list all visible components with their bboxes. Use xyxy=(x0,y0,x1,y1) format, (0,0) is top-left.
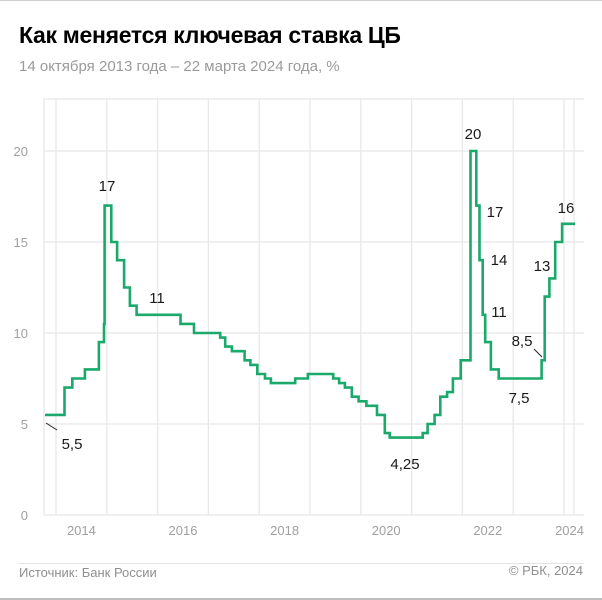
x-tick-label: 2018 xyxy=(270,523,299,538)
footer-divider xyxy=(19,563,584,564)
leader-line-8-5 xyxy=(533,348,543,358)
x-tick-label: 2024 xyxy=(555,523,584,538)
x-tick-label: 2014 xyxy=(67,523,96,538)
top-border xyxy=(0,0,602,1)
key-rate-line xyxy=(45,149,576,439)
label-4-25: 4,25 xyxy=(390,456,419,473)
label-20: 20 xyxy=(465,126,482,143)
bottom-border xyxy=(0,598,602,600)
y-tick-label: 5 xyxy=(21,417,28,432)
y-tick-label: 0 xyxy=(21,508,28,523)
label-16: 16 xyxy=(558,200,575,217)
label-17-2014: 17 xyxy=(99,178,116,195)
label-11-2022: 11 xyxy=(491,304,507,321)
x-tick-label: 2016 xyxy=(169,523,198,538)
y-tick-label: 15 xyxy=(14,235,28,250)
label-17-2022: 17 xyxy=(487,204,504,221)
label-14: 14 xyxy=(491,252,508,269)
label-11-2015: 11 xyxy=(149,290,165,307)
y-axis-ticks: 0 5 10 15 20 xyxy=(14,144,28,523)
label-13: 13 xyxy=(534,258,551,275)
copyright: © РБК, 2024 xyxy=(508,563,583,578)
chart-subtitle: 14 октября 2013 года – 22 марта 2024 год… xyxy=(19,58,340,75)
leader-line-5-5 xyxy=(45,422,58,431)
label-5-5: 5,5 xyxy=(62,436,83,453)
x-tick-label: 2020 xyxy=(372,523,401,538)
chart-title: Как меняется ключевая ставка ЦБ xyxy=(19,22,401,48)
y-tick-label: 20 xyxy=(14,144,28,159)
x-axis-ticks: 2014 2016 2018 2020 2022 2024 xyxy=(67,523,584,538)
label-8-5: 8,5 xyxy=(512,333,533,350)
source-note: Источник: Банк России xyxy=(19,565,157,580)
grid xyxy=(43,98,584,516)
annotations: 5,5 17 11 4,25 20 17 14 11 8,5 7,5 13 16 xyxy=(45,126,575,473)
label-7-5: 7,5 xyxy=(509,390,530,407)
x-tick-label: 2022 xyxy=(473,523,502,538)
y-tick-label: 10 xyxy=(14,326,28,341)
